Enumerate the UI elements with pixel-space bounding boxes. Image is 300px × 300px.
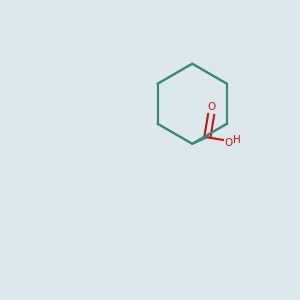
Text: O: O — [225, 138, 233, 148]
Text: O: O — [207, 101, 215, 112]
Text: H: H — [233, 135, 241, 145]
